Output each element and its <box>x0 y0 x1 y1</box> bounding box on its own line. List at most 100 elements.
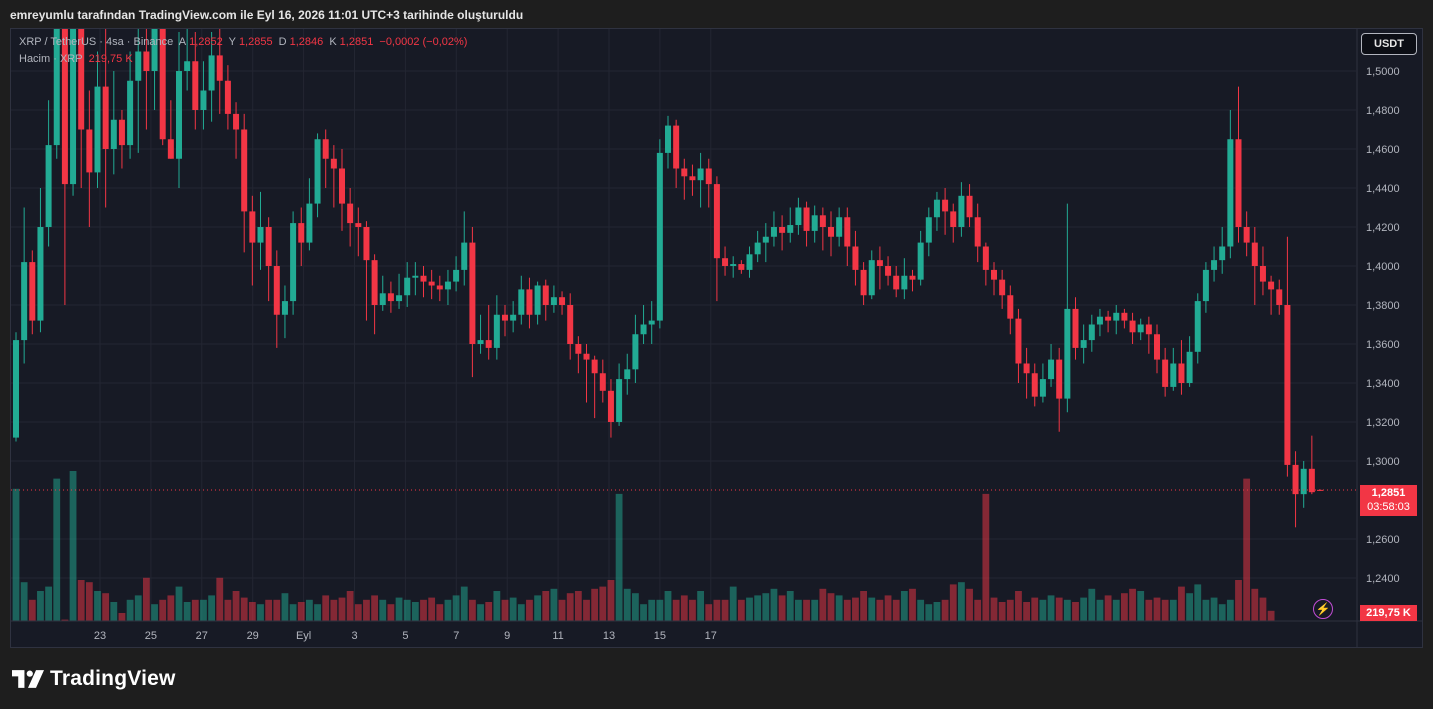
close-label: K <box>329 36 337 48</box>
candle-body <box>1292 464 1299 495</box>
volume-bar <box>509 597 517 621</box>
candle-body <box>1202 269 1209 302</box>
volume-bar <box>591 588 599 621</box>
y-tick-label: 1,4000 <box>1366 261 1400 273</box>
volume-bar <box>517 604 525 621</box>
candle-body <box>1243 227 1250 243</box>
volume-legend[interactable]: Hacim · XRP 219,75 K <box>19 53 136 65</box>
candle-body <box>681 168 688 177</box>
candle-body <box>29 262 36 321</box>
volume-bar <box>599 586 607 621</box>
volume-bar <box>819 588 827 621</box>
volume-bar <box>656 599 664 621</box>
symbol-legend[interactable]: XRP / TetherUS · 4sa · Binance A 1,2852 Y… <box>19 36 470 48</box>
volume-bar <box>900 591 908 621</box>
volume-bar <box>126 599 134 621</box>
candle-body <box>942 199 949 212</box>
volume-bar <box>1121 593 1128 621</box>
lightning-icon[interactable]: ⚡ <box>1313 599 1333 619</box>
volume-bar <box>1243 478 1251 621</box>
candle-body <box>241 129 248 212</box>
x-tick-label: 13 <box>603 630 615 642</box>
candle-body <box>102 86 109 149</box>
candle-body <box>444 281 451 290</box>
candle-body <box>200 90 207 110</box>
volume-bar <box>835 595 843 621</box>
candle-body <box>933 199 940 218</box>
y-tick-label: 1,3600 <box>1366 339 1400 351</box>
candle-body <box>624 369 631 380</box>
candle-body <box>876 260 883 266</box>
volume-bar <box>762 593 770 621</box>
candle-body <box>616 379 623 422</box>
volume-bar <box>974 599 982 621</box>
candle-body <box>1007 295 1014 319</box>
candle-body <box>819 215 826 227</box>
x-tick-label: 17 <box>705 630 717 642</box>
candle-body <box>176 71 182 159</box>
volume-bar <box>297 602 305 621</box>
volume-bar <box>623 588 631 621</box>
volume-bar <box>183 602 191 621</box>
candle-body <box>852 246 859 270</box>
volume-bar <box>852 597 859 621</box>
candle-body <box>477 340 484 344</box>
candle-body <box>828 227 834 237</box>
volume-bar <box>200 599 207 621</box>
candle-body <box>273 266 280 315</box>
volume-bar <box>1259 597 1267 621</box>
candle-body <box>803 207 810 231</box>
candle-body <box>110 119 117 149</box>
candle-body <box>599 373 606 391</box>
candle-body <box>909 275 916 280</box>
candle-body <box>893 275 900 290</box>
volume-bar <box>151 604 158 621</box>
x-tick-label: 11 <box>552 630 563 642</box>
volume-bar <box>1169 599 1177 621</box>
volume-bar <box>1251 588 1259 621</box>
candle-body <box>347 203 354 224</box>
tradingview-brand[interactable]: TradingView <box>12 667 176 691</box>
candle-body <box>1064 308 1071 399</box>
volume-bar <box>966 588 973 621</box>
volume-bar <box>689 599 696 621</box>
candlestick-chart[interactable]: 1,2400 1,2600 1,3000 1,3200 1,3400 1,3600 1,38… <box>11 29 1422 647</box>
volume-bar <box>1039 599 1047 621</box>
x-tick-label: 3 <box>351 630 357 642</box>
volume-bar <box>615 493 623 621</box>
volume-bar <box>1137 591 1145 621</box>
x-tick-label: 27 <box>196 630 208 642</box>
volume-bar <box>827 593 835 621</box>
volume-bar <box>1096 599 1104 621</box>
volume-bar <box>420 599 427 621</box>
candle-body <box>1300 468 1307 495</box>
candle-body <box>559 297 566 305</box>
candle-body <box>53 29 60 146</box>
candle-body <box>1276 289 1283 305</box>
candle-body <box>1251 242 1258 266</box>
volume-bar <box>982 493 990 621</box>
candle-body <box>216 55 223 81</box>
candle-body <box>697 168 704 181</box>
y-tick-label: 1,3200 <box>1366 417 1400 429</box>
chart-pane[interactable]: 1,2400 1,2600 1,3000 1,3200 1,3400 1,3600 1,38… <box>10 28 1423 648</box>
bar-countdown: 03:58:03 <box>1367 501 1410 513</box>
candle-body <box>999 279 1006 296</box>
volume-bar <box>322 595 330 621</box>
currency-button[interactable]: USDT <box>1361 33 1417 55</box>
candle-body <box>1194 301 1201 352</box>
candle-body <box>1268 281 1275 290</box>
candle-body <box>1031 373 1038 397</box>
volume-bar <box>1080 597 1088 621</box>
candle-body <box>192 61 199 110</box>
volume-tag: 219,75 K <box>1360 605 1417 621</box>
candle-body <box>118 119 125 146</box>
volume-bar <box>354 604 362 621</box>
volume-bar <box>1112 599 1120 621</box>
candle-body <box>469 242 476 344</box>
brand-name: TradingView <box>50 667 176 690</box>
volume-bar <box>1235 580 1242 621</box>
volume-bar <box>314 604 321 621</box>
open-value: 1,2852 <box>189 36 223 48</box>
candle-body <box>436 285 443 290</box>
